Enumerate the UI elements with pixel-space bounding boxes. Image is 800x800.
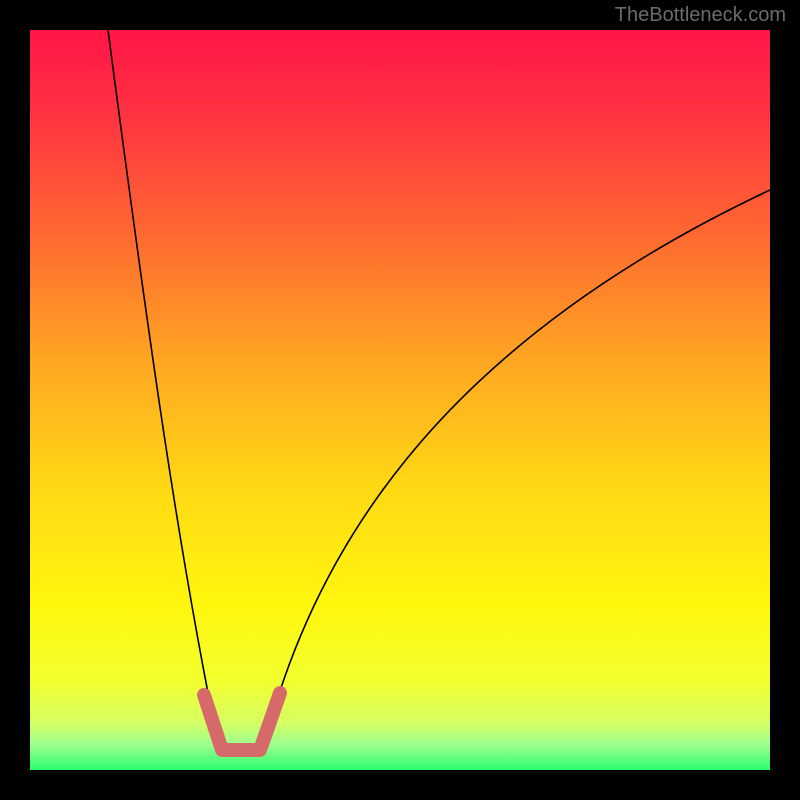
bottleneck-chart — [0, 0, 800, 800]
chart-container: TheBottleneck.com — [0, 0, 800, 800]
plot-gradient-background — [30, 30, 770, 770]
